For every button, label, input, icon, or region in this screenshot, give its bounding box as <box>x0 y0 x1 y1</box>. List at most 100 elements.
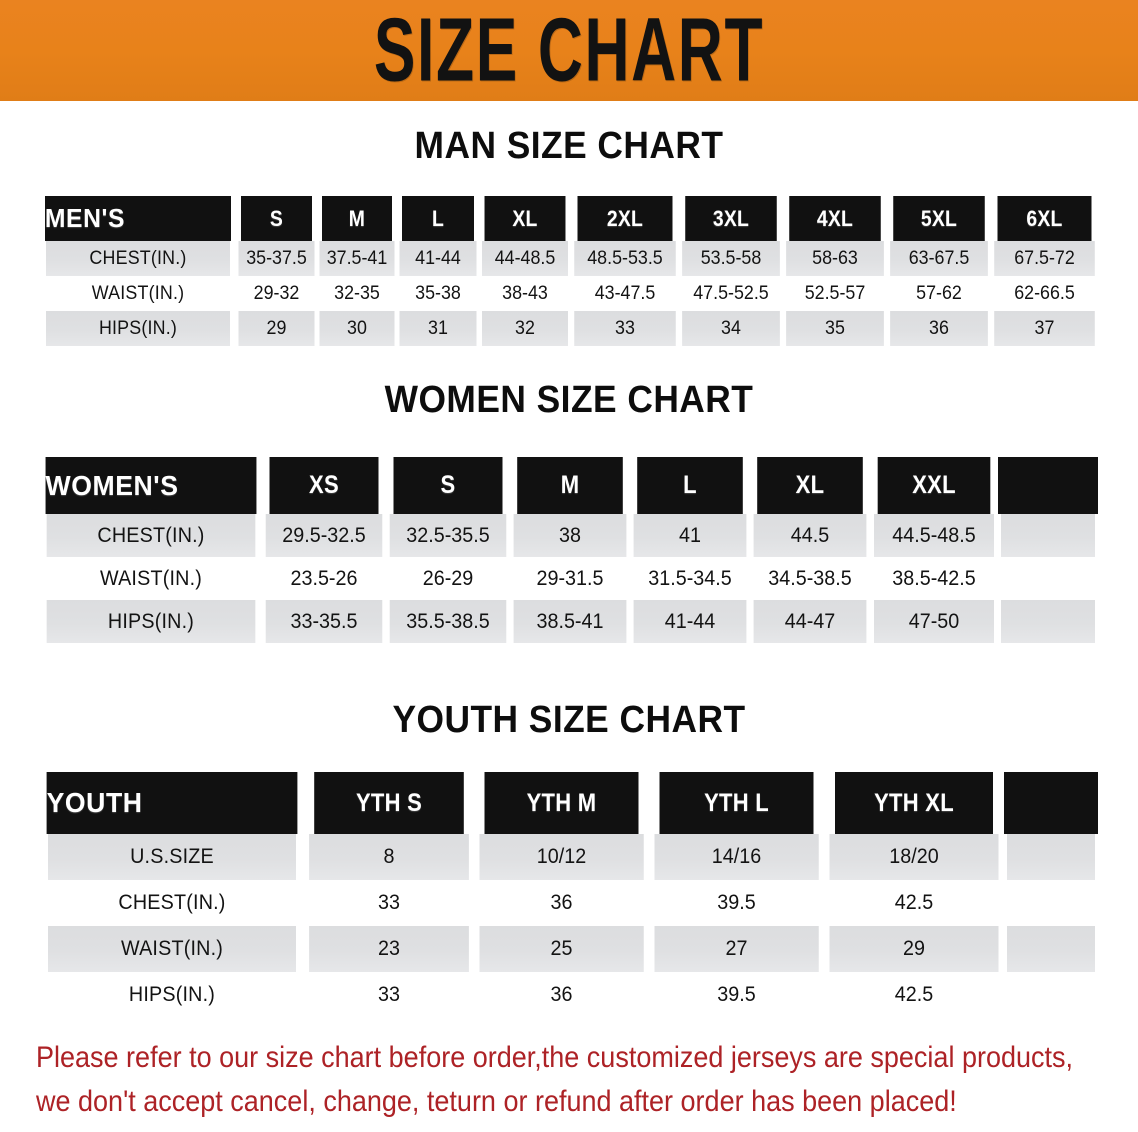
women-row-label-chest: CHEST(IN.) <box>46 514 256 557</box>
youth-header-spacer <box>1004 772 1098 834</box>
youth-hips-m: 36 <box>479 972 644 1018</box>
men-row-label-chest: CHEST(IN.) <box>45 241 231 276</box>
youth-chest-spacer <box>1006 880 1096 926</box>
youth-waist-m: 25 <box>479 926 644 972</box>
women-hips-xxl: 47-50 <box>873 600 995 643</box>
table-row: WAIST(IN.) 23 25 27 29 <box>40 926 1098 972</box>
women-hips-spacer <box>1001 600 1095 643</box>
women-waist-spacer <box>1001 557 1095 600</box>
men-size-header-6xl: 6XL <box>997 196 1092 241</box>
men-chest-2xl: 48.5-53.5 <box>574 241 676 276</box>
men-hips-m: 30 <box>319 311 395 346</box>
men-chest-4xl: 58-63 <box>786 241 884 276</box>
women-waist-xs: 23.5-26 <box>265 557 383 600</box>
women-header-spacer <box>998 457 1098 514</box>
youth-row-label-ussize: U.S.SIZE <box>47 834 297 880</box>
women-chest-l: 41 <box>633 514 747 557</box>
table-row: WAIST(IN.) 23.5-26 26-29 29-31.5 31.5-34… <box>40 557 1098 600</box>
youth-corner-label: YOUTH <box>46 772 298 834</box>
women-chest-m: 38 <box>513 514 627 557</box>
youth-header-row: YOUTH YTH S YTH M YTH L YTH XL <box>40 772 1098 834</box>
women-size-header-xs: XS <box>269 457 379 514</box>
women-waist-l: 31.5-34.5 <box>633 557 747 600</box>
men-corner-label: MEN'S <box>44 196 232 241</box>
table-row: CHEST(IN.) 33 36 39.5 42.5 <box>40 880 1098 926</box>
men-hips-l: 31 <box>399 311 477 346</box>
man-section-title: MAN SIZE CHART <box>414 125 724 167</box>
youth-ussize-s: 8 <box>309 834 469 880</box>
youth-chest-m: 36 <box>479 880 644 926</box>
youth-size-header-m: YTH M <box>484 772 639 834</box>
youth-ussize-spacer <box>1006 834 1096 880</box>
youth-hips-l: 39.5 <box>654 972 819 1018</box>
men-chest-m: 37.5-41 <box>319 241 395 276</box>
table-row: CHEST(IN.) 29.5-32.5 32.5-35.5 38 41 44.… <box>40 514 1098 557</box>
youth-waist-spacer <box>1006 926 1096 972</box>
men-hips-s: 29 <box>238 311 315 346</box>
men-waist-6xl: 62-66.5 <box>994 276 1095 311</box>
women-size-header-l: L <box>637 457 743 514</box>
table-row: HIPS(IN.) 33-35.5 35.5-38.5 38.5-41 41-4… <box>40 600 1098 643</box>
women-waist-s: 26-29 <box>389 557 507 600</box>
men-waist-l: 35-38 <box>399 276 477 311</box>
women-row-label-hips: HIPS(IN.) <box>46 600 256 643</box>
disclaimer-text: Please refer to our size chart before or… <box>36 1036 1074 1124</box>
youth-hips-spacer <box>1006 972 1096 1018</box>
men-chest-5xl: 63-67.5 <box>890 241 988 276</box>
men-size-header-s: S <box>240 196 313 241</box>
women-chest-xl: 44.5 <box>753 514 867 557</box>
men-size-header-5xl: 5XL <box>893 196 985 241</box>
youth-size-table: YOUTH YTH S YTH M YTH L YTH XL U.S.SIZE … <box>40 772 1098 1018</box>
youth-size-header-xl: YTH XL <box>834 772 994 834</box>
men-size-header-l: L <box>401 196 475 241</box>
women-hips-xl: 44-47 <box>753 600 867 643</box>
youth-row-label-chest: CHEST(IN.) <box>47 880 297 926</box>
men-waist-4xl: 52.5-57 <box>786 276 884 311</box>
women-waist-xxl: 38.5-42.5 <box>873 557 995 600</box>
women-header-row: WOMEN'S XS S M L XL XXL <box>40 457 1098 514</box>
women-chest-xs: 29.5-32.5 <box>265 514 383 557</box>
men-chest-l: 41-44 <box>399 241 477 276</box>
youth-waist-xl: 29 <box>829 926 999 972</box>
men-size-header-xl: XL <box>484 196 566 241</box>
men-row-label-hips: HIPS(IN.) <box>45 311 231 346</box>
men-waist-5xl: 57-62 <box>890 276 988 311</box>
youth-waist-l: 27 <box>654 926 819 972</box>
women-hips-m: 38.5-41 <box>513 600 627 643</box>
women-hips-l: 41-44 <box>633 600 747 643</box>
men-hips-5xl: 36 <box>890 311 988 346</box>
men-waist-2xl: 43-47.5 <box>574 276 676 311</box>
women-size-header-s: S <box>393 457 503 514</box>
page-title: SIZE CHART <box>373 0 765 101</box>
men-chest-6xl: 67.5-72 <box>994 241 1095 276</box>
men-hips-6xl: 37 <box>994 311 1095 346</box>
women-chest-spacer <box>1001 514 1095 557</box>
youth-size-header-l: YTH L <box>659 772 814 834</box>
youth-ussize-l: 14/16 <box>654 834 819 880</box>
men-row-label-waist: WAIST(IN.) <box>45 276 231 311</box>
men-size-header-4xl: 4XL <box>789 196 881 241</box>
youth-ussize-xl: 18/20 <box>829 834 999 880</box>
youth-chest-xl: 42.5 <box>829 880 999 926</box>
table-row: HIPS(IN.) 33 36 39.5 42.5 <box>40 972 1098 1018</box>
women-chest-s: 32.5-35.5 <box>389 514 507 557</box>
men-chest-3xl: 53.5-58 <box>682 241 780 276</box>
women-size-table: WOMEN'S XS S M L XL XXL CHEST(IN.) 29.5-… <box>40 457 1098 643</box>
youth-size-header-s: YTH S <box>314 772 464 834</box>
men-hips-2xl: 33 <box>574 311 676 346</box>
men-hips-xl: 32 <box>481 311 569 346</box>
men-chest-s: 35-37.5 <box>238 241 315 276</box>
disclaimer-line-1: Please refer to our size chart before or… <box>36 1041 1074 1074</box>
women-size-header-xxl: XXL <box>877 457 991 514</box>
youth-ussize-m: 10/12 <box>479 834 644 880</box>
women-row-label-waist: WAIST(IN.) <box>46 557 256 600</box>
youth-row-label-waist: WAIST(IN.) <box>47 926 297 972</box>
men-size-table: MEN'S S M L XL 2XL 3XL 4XL 5XL 6XL CHEST… <box>40 196 1098 346</box>
header-banner: SIZE CHART <box>0 0 1138 101</box>
youth-chest-l: 39.5 <box>654 880 819 926</box>
youth-chest-s: 33 <box>309 880 469 926</box>
table-row: WAIST(IN.) 29-32 32-35 35-38 38-43 43-47… <box>40 276 1098 311</box>
men-size-header-m: M <box>321 196 393 241</box>
men-waist-3xl: 47.5-52.5 <box>682 276 780 311</box>
